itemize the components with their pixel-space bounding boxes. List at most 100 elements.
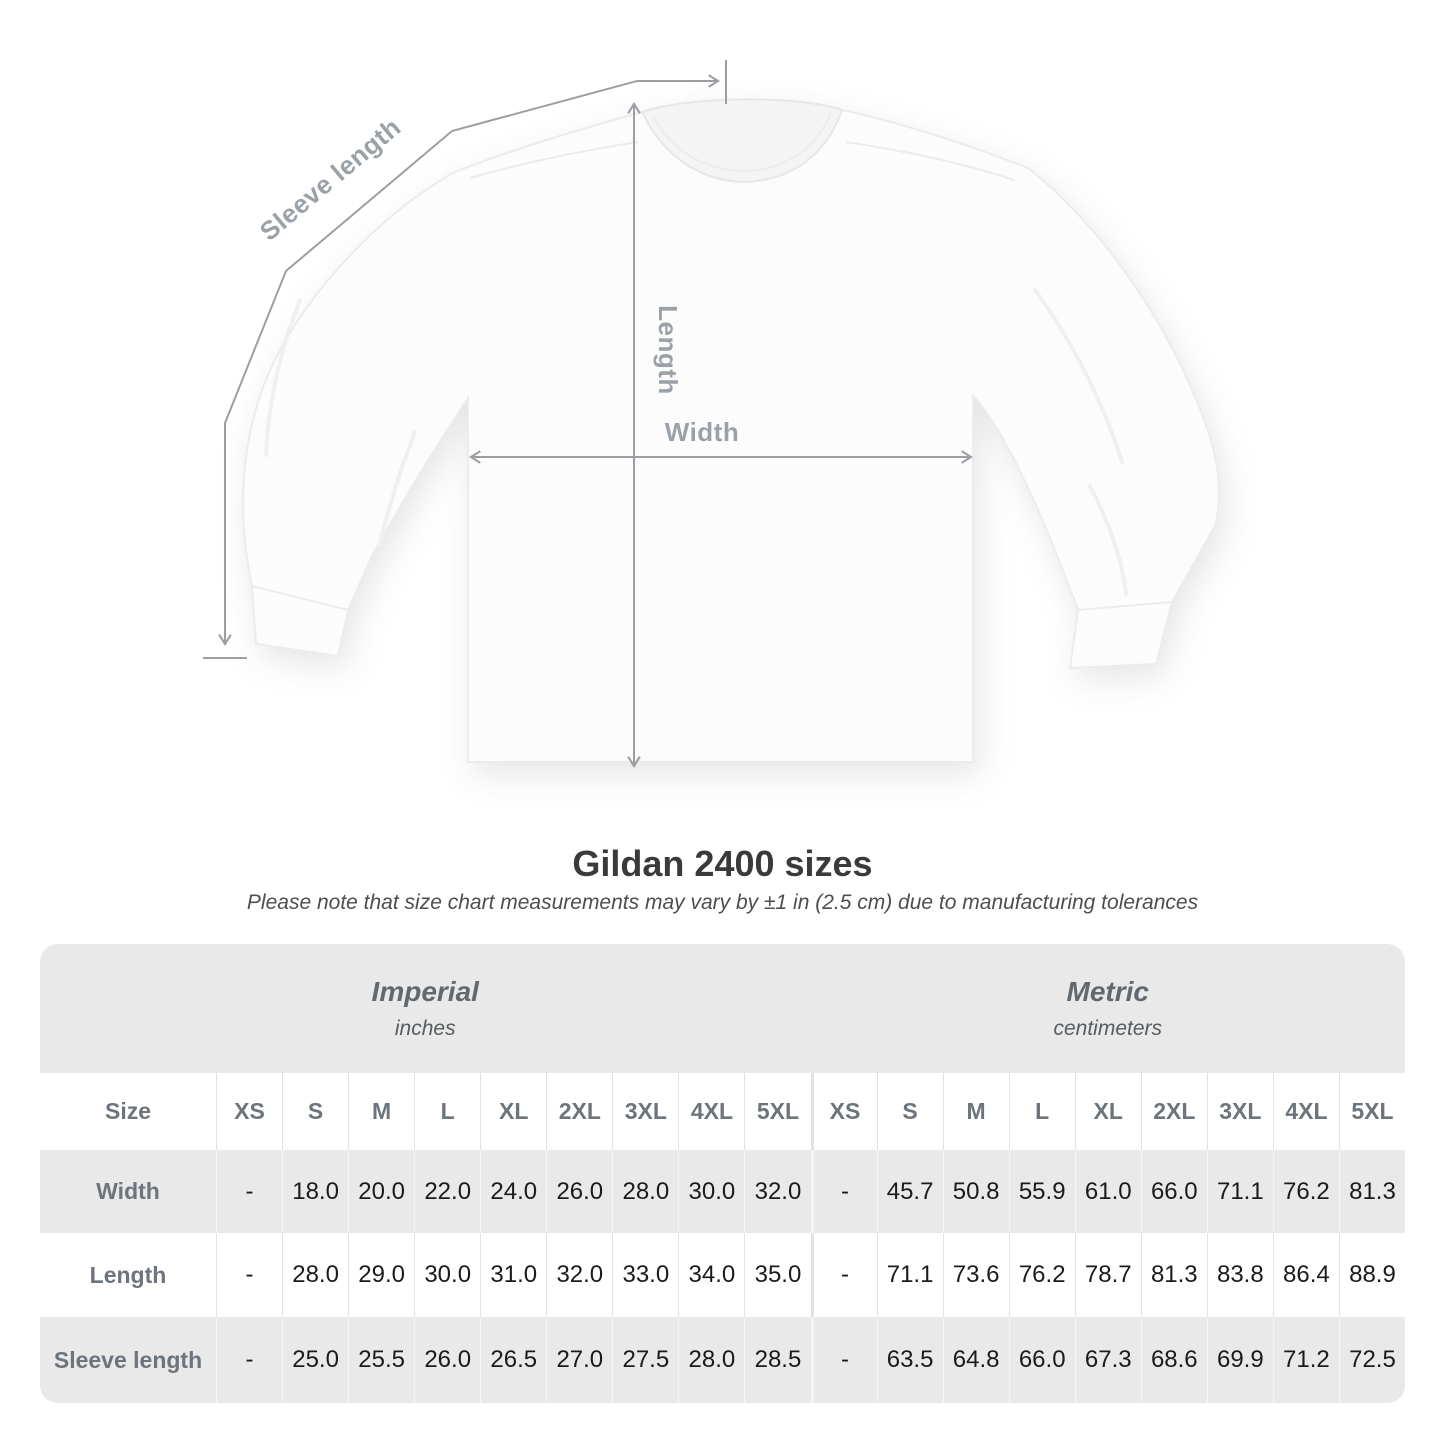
metric-unit-header: Metric centimeters [811,944,1406,1073]
measurement-cell: 67.3 [1074,1317,1141,1403]
measurement-cell: 71.1 [876,1233,943,1317]
measurement-cell: 81.3 [1338,1150,1405,1233]
imperial-unit-sub: inches [394,1017,456,1040]
measurement-cell: 24.0 [480,1150,546,1233]
sleeve-length-line [218,80,638,646]
measurement-cell: 31.0 [480,1233,546,1317]
measurement-cell: 18.0 [282,1150,348,1233]
size-col-header: 5XL [1338,1073,1405,1150]
measurement-cell: - [810,1317,877,1403]
measurement-cell: 29.0 [348,1233,414,1317]
measurement-cell: 28.0 [282,1233,348,1317]
measurement-cell: 76.2 [1008,1233,1075,1317]
length-row: Length - 28.0 29.0 30.0 31.0 32.0 33.0 3… [40,1233,1405,1317]
size-col-header: L [1008,1073,1075,1150]
row-label: Length [89,1261,167,1288]
right-shoulder-seam [845,141,1015,181]
measurement-cell: 78.7 [1074,1233,1141,1317]
measurement-cell: 28.0 [612,1150,678,1233]
measurement-cell: 22.0 [414,1150,480,1233]
measurement-cell: 66.0 [1008,1317,1075,1403]
length-label: Length [653,305,683,395]
measurement-cell: 28.0 [678,1317,744,1403]
measurement-cell: 28.5 [744,1317,810,1403]
measurement-cell: - [810,1233,877,1317]
measurement-cell: 76.2 [1272,1150,1339,1233]
length-dimension: Length [627,102,683,768]
width-dimension: Width [469,417,973,464]
size-col-header: 3XL [612,1073,678,1150]
measurement-cell: 64.8 [942,1317,1009,1403]
measurement-cell: 33.0 [612,1233,678,1317]
measurement-cell: 86.4 [1272,1233,1339,1317]
size-col-header: 4XL [678,1073,744,1150]
measurement-cell: 27.0 [546,1317,612,1403]
metric-unit-sub: centimeters [1053,1017,1163,1040]
measurement-cell: 26.5 [480,1317,546,1403]
measurement-cell: 34.0 [678,1233,744,1317]
sleeve-fold [378,430,417,546]
measurement-cell: 73.6 [942,1233,1009,1317]
size-col-header: 5XL [744,1073,810,1150]
measurement-cell: 72.5 [1338,1317,1405,1403]
size-header-row: Size XS S M L XL 2XL 3XL 4XL 5XL XS S M … [40,1073,1405,1150]
unit-header-band: Imperial inches Metric centimeters [40,944,1405,1073]
size-col-header: S [876,1073,943,1150]
sleeve-fold [1088,484,1128,596]
size-col-header: 2XL [546,1073,612,1150]
measurement-cell: 83.8 [1206,1233,1273,1317]
imperial-unit-name: Imperial [371,976,479,1007]
measurement-cell: 30.0 [414,1233,480,1317]
measurement-cell: 68.6 [1140,1317,1207,1403]
size-tolerance-note: Please note that size chart measurements… [246,891,1199,914]
measurement-cell: 69.9 [1206,1317,1273,1403]
size-table: Imperial inches Metric centimeters Size … [40,944,1405,1403]
sleeve-length-row: Sleeve length - 25.0 25.5 26.0 26.5 27.0… [40,1317,1405,1403]
size-col-header: 4XL [1272,1073,1339,1150]
measurement-cell: 26.0 [546,1150,612,1233]
measurement-cell: 63.5 [876,1317,943,1403]
size-col-header: 2XL [1140,1073,1207,1150]
measurement-cell: 32.0 [744,1150,810,1233]
measurement-cell: 50.8 [942,1150,1009,1233]
measurement-cell: 25.5 [348,1317,414,1403]
row-label: Sleeve length [53,1346,203,1373]
metric-unit-name: Metric [1066,976,1149,1007]
sleeve-fold [1033,288,1124,464]
measurement-cell: - [810,1150,877,1233]
width-row: Width - 18.0 20.0 22.0 24.0 26.0 28.0 30… [40,1150,1405,1233]
size-col-header: XS [216,1073,282,1150]
size-header-label: Size [104,1098,152,1124]
size-col-header: L [414,1073,480,1150]
measurement-cell: 26.0 [414,1317,480,1403]
collar [640,98,844,184]
measurement-cell: 55.9 [1008,1150,1075,1233]
left-shoulder-seam [469,141,639,179]
size-col-header: XS [810,1073,877,1150]
measurement-cell: 88.9 [1338,1233,1405,1317]
measurement-cell: 35.0 [744,1233,810,1317]
measurement-cell: 71.2 [1272,1317,1339,1403]
imperial-unit-header: Imperial inches [40,944,811,1073]
size-col-header: M [942,1073,1009,1150]
size-col-header: M [348,1073,414,1150]
measurement-cell: - [216,1233,282,1317]
measurement-cell: - [216,1150,282,1233]
measurement-cell: 27.5 [612,1317,678,1403]
shirt-illustration [242,98,1220,763]
measurement-cell: 81.3 [1140,1233,1207,1317]
row-label: Width [96,1178,160,1204]
measurement-cell: 32.0 [546,1233,612,1317]
page-title: Gildan 2400 sizes [572,843,873,884]
size-col-header: XL [1074,1073,1141,1150]
collar-rib-seam [652,112,832,173]
left-cuff-seam [251,585,349,611]
size-col-header: S [282,1073,348,1150]
right-cuff-seam [1077,601,1173,611]
measurement-cell: 71.1 [1206,1150,1273,1233]
shirt-measurement-diagram: Sleeve length Length Width [203,60,1220,768]
size-col-header: 3XL [1206,1073,1273,1150]
measurement-cell: 61.0 [1074,1150,1141,1233]
measurement-cell: 30.0 [678,1150,744,1233]
